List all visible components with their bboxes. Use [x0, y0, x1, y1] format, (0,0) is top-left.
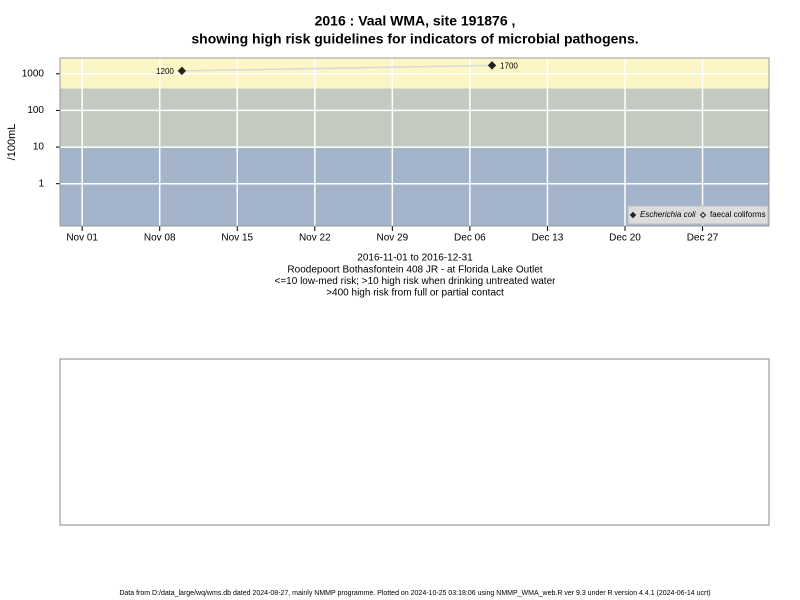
x-tick-label: Dec 06 [454, 233, 486, 244]
y-tick-label: 100 [27, 105, 44, 116]
data-point [177, 66, 187, 76]
x-axis-label: >400 high risk from full or partial cont… [326, 288, 504, 299]
series-line [181, 64, 493, 72]
chart-subtitle: showing high risk guidelines for indicat… [191, 31, 638, 47]
y-tick-label: 1 [38, 178, 44, 189]
legend-marker [699, 211, 707, 219]
x-axis-label: Roodepoort Bothasfontein 408 JR - at Flo… [287, 264, 542, 275]
plot-frame [59, 57, 770, 227]
x-tick-label: Nov 29 [377, 233, 409, 244]
data-point [487, 61, 497, 70]
legend-marker [629, 211, 637, 219]
legend-label: faecal coliforms [710, 210, 766, 219]
legend-label: Escherichia coli [640, 210, 696, 219]
footer: Data from D:/data_large/wq/wms.db dated … [119, 590, 710, 597]
chart-title: 2016 : Vaal WMA, site 191876 , [315, 13, 516, 29]
data-label: 1200 [156, 67, 174, 76]
x-tick-label: Nov 08 [144, 233, 176, 244]
data-label: 1700 [500, 61, 518, 70]
x-axis-label: <=10 low-med risk; >10 high risk when dr… [275, 276, 557, 287]
x-tick-label: Nov 22 [299, 233, 331, 244]
x-tick-label: Dec 13 [532, 233, 564, 244]
x-tick-label: Dec 27 [687, 233, 719, 244]
y-axis-label: /100mL [6, 124, 18, 161]
risk-band [60, 88, 769, 148]
x-tick-label: Dec 20 [609, 233, 641, 244]
y-tick-label: 1000 [22, 68, 45, 79]
empty-panel [59, 358, 770, 526]
x-tick-label: Nov 15 [221, 233, 253, 244]
x-tick-label: Nov 01 [66, 233, 98, 244]
x-axis-label: 2016-11-01 to 2016-12-31 [357, 253, 473, 264]
legend-box [627, 205, 769, 225]
y-tick-label: 10 [33, 142, 45, 153]
